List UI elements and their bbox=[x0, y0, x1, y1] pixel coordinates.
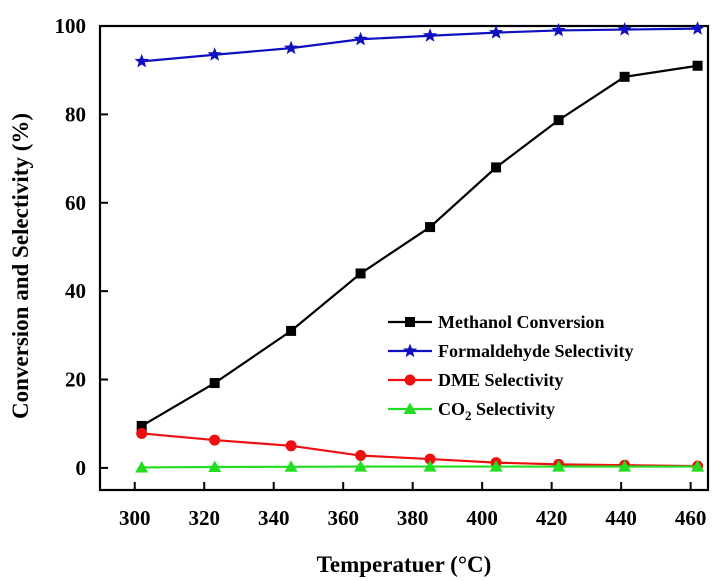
legend-label: Methanol Conversion bbox=[438, 312, 605, 332]
data-point bbox=[552, 460, 566, 472]
x-axis-title: Temperatuer (°C) bbox=[317, 552, 492, 577]
data-point bbox=[617, 22, 632, 36]
data-point bbox=[208, 460, 222, 473]
legend-swatch-marker bbox=[402, 343, 418, 358]
data-point bbox=[209, 378, 220, 389]
series-star bbox=[134, 21, 705, 68]
legend-item: Methanol Conversion bbox=[388, 312, 605, 332]
data-point bbox=[489, 460, 503, 472]
data-point bbox=[136, 420, 147, 431]
y-axis-title: Conversion and Selectivity (%) bbox=[8, 113, 33, 419]
data-point bbox=[691, 460, 705, 472]
legend-label: CO2 Selectivity bbox=[438, 399, 555, 423]
data-point bbox=[423, 460, 437, 472]
x-tick-label: 360 bbox=[327, 506, 359, 530]
data-point bbox=[553, 115, 564, 126]
series-line bbox=[141, 27, 698, 63]
data-point bbox=[491, 162, 502, 173]
legend: Methanol Conversion Formaldehyde Selectiv… bbox=[388, 312, 633, 423]
data-point bbox=[551, 22, 566, 37]
data-point bbox=[355, 268, 366, 279]
data-point bbox=[285, 440, 297, 452]
y-tick-label: 40 bbox=[65, 279, 86, 303]
series-line bbox=[141, 465, 698, 469]
series-triangle bbox=[135, 460, 705, 473]
x-tick-label: 460 bbox=[675, 506, 707, 530]
legend-label: Formaldehyde Selectivity bbox=[438, 341, 633, 361]
data-point bbox=[424, 453, 436, 465]
y-tick-label: 20 bbox=[65, 368, 86, 392]
legend-item: Formaldehyde Selectivity bbox=[388, 341, 633, 361]
y-tick-label: 100 bbox=[55, 14, 87, 38]
data-point bbox=[283, 40, 299, 55]
x-tick-label: 400 bbox=[466, 506, 498, 530]
y-tick-label: 0 bbox=[76, 456, 87, 480]
data-point bbox=[284, 460, 298, 472]
legend-swatch-marker bbox=[405, 317, 415, 327]
data-point bbox=[136, 427, 148, 439]
x-axis-ticks: 300 320 340 360 380 400 420 440 460 bbox=[119, 482, 706, 530]
data-point bbox=[353, 31, 368, 46]
data-point bbox=[618, 460, 632, 472]
data-point bbox=[692, 60, 703, 71]
x-tick-label: 300 bbox=[119, 506, 151, 530]
data-point bbox=[488, 25, 504, 39]
x-tick-label: 340 bbox=[258, 506, 290, 530]
y-axis-ticks: 0 20 40 60 80 100 bbox=[55, 14, 108, 480]
data-point bbox=[286, 325, 297, 336]
x-tick-label: 380 bbox=[397, 506, 429, 530]
y-tick-label: 80 bbox=[65, 102, 86, 126]
data-point bbox=[135, 460, 149, 473]
series-line bbox=[141, 64, 698, 427]
legend-swatch-marker bbox=[403, 402, 417, 414]
data-point bbox=[690, 21, 705, 35]
data-point bbox=[619, 71, 630, 82]
legend-item: DME Selectivity bbox=[388, 370, 563, 390]
data-point bbox=[422, 28, 438, 42]
plot-border bbox=[98, 24, 710, 492]
y-tick-label: 60 bbox=[65, 191, 86, 215]
plot-frame bbox=[98, 24, 710, 492]
data-point bbox=[209, 434, 221, 446]
series-square bbox=[136, 60, 703, 431]
data-point bbox=[354, 460, 368, 472]
series-line bbox=[141, 432, 698, 468]
legend-label: DME Selectivity bbox=[438, 370, 563, 390]
x-tick-label: 320 bbox=[188, 506, 220, 530]
series-circle bbox=[136, 427, 704, 472]
legend-item: CO2 Selectivity bbox=[388, 399, 555, 423]
data-point bbox=[425, 222, 436, 233]
data-point bbox=[134, 53, 149, 68]
data-point bbox=[207, 47, 222, 61]
series-layer bbox=[134, 21, 705, 473]
legend-swatch-marker bbox=[404, 374, 416, 386]
x-tick-label: 420 bbox=[536, 506, 568, 530]
data-point bbox=[355, 450, 367, 462]
x-tick-label: 440 bbox=[605, 506, 637, 530]
